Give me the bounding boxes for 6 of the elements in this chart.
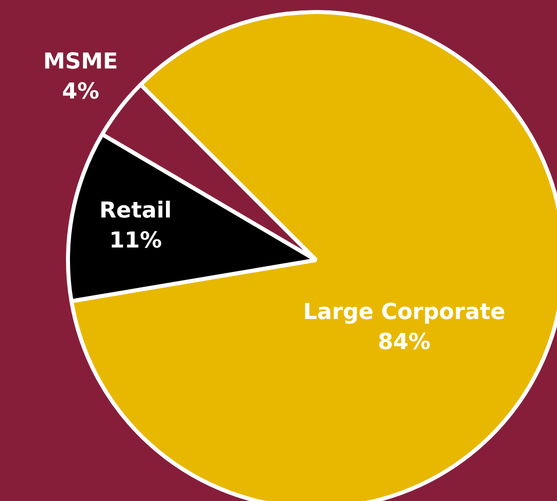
- slice-label: Retail: [99, 198, 172, 224]
- data-label: 84%: [378, 330, 431, 356]
- slice-label: Large Corporate: [303, 300, 506, 326]
- data-label: 4%: [62, 80, 100, 105]
- slice-label: MSME: [43, 50, 118, 75]
- data-label: 11%: [109, 228, 162, 254]
